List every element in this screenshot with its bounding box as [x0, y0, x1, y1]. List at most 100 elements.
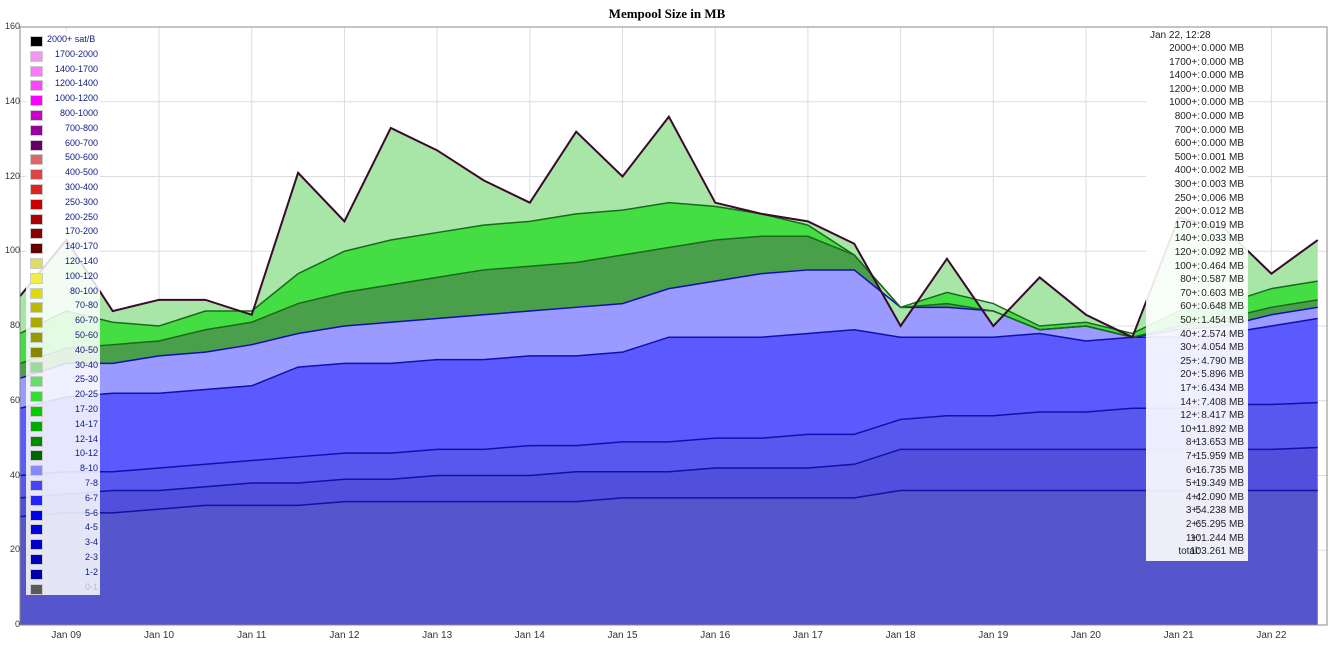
legend-item[interactable]: 25-30 [26, 374, 100, 389]
legend-item[interactable]: 80-100 [26, 286, 100, 301]
legend-item[interactable]: 30-40 [26, 360, 100, 375]
tooltip-key: 12+: [1180, 410, 1200, 422]
legend-item[interactable]: 800-1000 [26, 108, 100, 123]
legend-label: 40-50 [74, 344, 98, 355]
legend-swatch [30, 361, 43, 373]
legend-item[interactable]: 4-5 [26, 522, 100, 537]
tooltip-value: 0.603 MB [1201, 287, 1244, 299]
legend-item[interactable]: 1200-1400 [26, 78, 100, 93]
legend-swatch [30, 317, 43, 329]
legend-item[interactable]: 2000+ sat/B [26, 34, 100, 49]
area-band-20 [20, 202, 1318, 364]
legend-item[interactable]: 1700-2000 [26, 49, 100, 64]
tooltip-key: 50+: [1180, 315, 1200, 326]
tooltip-row: 600+: 0.000 MB [1146, 138, 1248, 152]
legend-item[interactable]: 5-6 [26, 508, 100, 523]
legend-label: 14-17 [74, 418, 98, 429]
legend-item[interactable]: 60-70 [26, 315, 100, 330]
legend-item[interactable]: 0-1 [26, 582, 100, 597]
tooltip-value: 0.648 MB [1201, 301, 1244, 313]
legend-label: 2-3 [84, 552, 98, 562]
legend-item[interactable]: 700-800 [26, 123, 100, 138]
x-tick-label: Jan 18 [885, 630, 916, 641]
x-tick-label: Jan 12 [329, 630, 360, 641]
tooltip-row: 400+: 0.002 MB [1146, 165, 1248, 179]
tooltip-value: 65.295 MB [1195, 519, 1244, 530]
legend-item[interactable]: 12-14 [26, 434, 100, 449]
legend-item[interactable]: 7-8 [26, 478, 100, 493]
legend-item[interactable]: 300-400 [26, 182, 100, 197]
chart-title: Mempool Size in MB [608, 6, 726, 21]
legend-swatch [30, 258, 43, 269]
legend-item[interactable]: 400-500 [26, 167, 100, 182]
legend-item[interactable]: 500-600 [26, 152, 100, 167]
area-band-4 [20, 447, 1318, 517]
legend-swatch [30, 391, 43, 403]
legend-item[interactable]: 50-60 [26, 330, 100, 345]
legend-swatch [30, 583, 43, 595]
legend-item[interactable]: 200-250 [26, 212, 100, 227]
legend-item[interactable]: 70-80 [26, 300, 100, 315]
tooltip-value: 6.434 MB [1201, 383, 1244, 394]
legend-item[interactable]: 3-4 [26, 537, 100, 552]
legend-item[interactable]: 1000-1200 [26, 93, 100, 108]
tooltip-row: 100+: 0.464 MB [1146, 261, 1248, 275]
tooltip-row: 80+: 0.587 MB [1146, 274, 1248, 288]
legend-item[interactable]: 20-25 [26, 389, 100, 404]
tooltip-row: 120+: 0.092 MB [1146, 247, 1248, 261]
legend-label: 120-140 [64, 256, 98, 266]
legend-swatch [30, 524, 43, 536]
legend-item[interactable]: 600-700 [26, 138, 100, 153]
tooltip-key: 1400+: [1169, 70, 1200, 82]
tooltip-value: 2.574 MB [1201, 328, 1244, 340]
legend-label: 50-60 [74, 330, 98, 340]
legend-item[interactable]: 14-17 [26, 419, 100, 434]
legend-label: 17-20 [74, 404, 98, 414]
legend-label: 3-4 [84, 537, 98, 548]
tooltip-row: 250+: 0.006 MB [1146, 193, 1248, 207]
legend-item[interactable]: 1400-1700 [26, 64, 100, 79]
tooltip-row: 1000+: 0.000 MB [1146, 97, 1248, 111]
legend-item[interactable]: 120-140 [26, 256, 100, 271]
tooltip-key: 17+: [1180, 383, 1200, 394]
tooltip-value: 0.012 MB [1201, 206, 1244, 218]
legend-item[interactable]: 170-200 [26, 226, 100, 241]
legend-item[interactable]: 100-120 [26, 271, 100, 286]
legend-swatch [30, 169, 43, 181]
y-tick-label: 0 [14, 619, 20, 629]
tooltip-value: 4.790 MB [1201, 355, 1244, 367]
y-tick-label: 80 [9, 320, 20, 330]
legend-item[interactable]: 10-12 [26, 448, 100, 463]
tooltip-key: 10+: [1180, 423, 1200, 435]
tooltip-key: 7+: [1185, 451, 1200, 462]
tooltip-row: 3+: 54.238 MB [1146, 505, 1248, 519]
legend-item[interactable]: 8-10 [26, 463, 100, 478]
legend-label: 20-25 [74, 389, 98, 400]
area-layer [20, 116, 1318, 625]
legend-item[interactable]: 2-3 [26, 552, 100, 567]
tooltip-row: 500+: 0.001 MB [1146, 152, 1248, 166]
tooltip-key: 80+: [1180, 274, 1200, 286]
legend-swatch [30, 139, 43, 151]
tooltip-value: 0.000 MB [1201, 97, 1244, 109]
legend-label: 30-40 [74, 359, 98, 370]
y-tick-label: 60 [9, 394, 20, 405]
legend-label: 6-7 [84, 492, 98, 503]
line-layer [19, 114, 1319, 518]
legend-item[interactable]: 17-20 [26, 404, 100, 419]
tooltip-value: 16.735 MB [1195, 464, 1244, 476]
legend-item[interactable]: 6-7 [26, 493, 100, 508]
area-band-8 [20, 269, 1318, 409]
tooltip-key: 120+: [1174, 247, 1200, 258]
legend-item[interactable]: 40-50 [26, 345, 100, 360]
plot-border [19, 26, 1328, 626]
legend-item[interactable]: 140-170 [26, 241, 100, 256]
tooltip-row: 200+: 0.012 MB [1146, 206, 1248, 220]
tooltip-value: 0.001 MB [1201, 151, 1244, 163]
boundary-line-20 [19, 201, 1318, 335]
legend-item[interactable]: 250-300 [26, 197, 100, 212]
legend-swatch [30, 435, 43, 447]
tooltip-key: 600+: [1174, 138, 1200, 150]
legend-item[interactable]: 1-2 [26, 567, 100, 582]
legend-label: 12-14 [74, 433, 98, 444]
